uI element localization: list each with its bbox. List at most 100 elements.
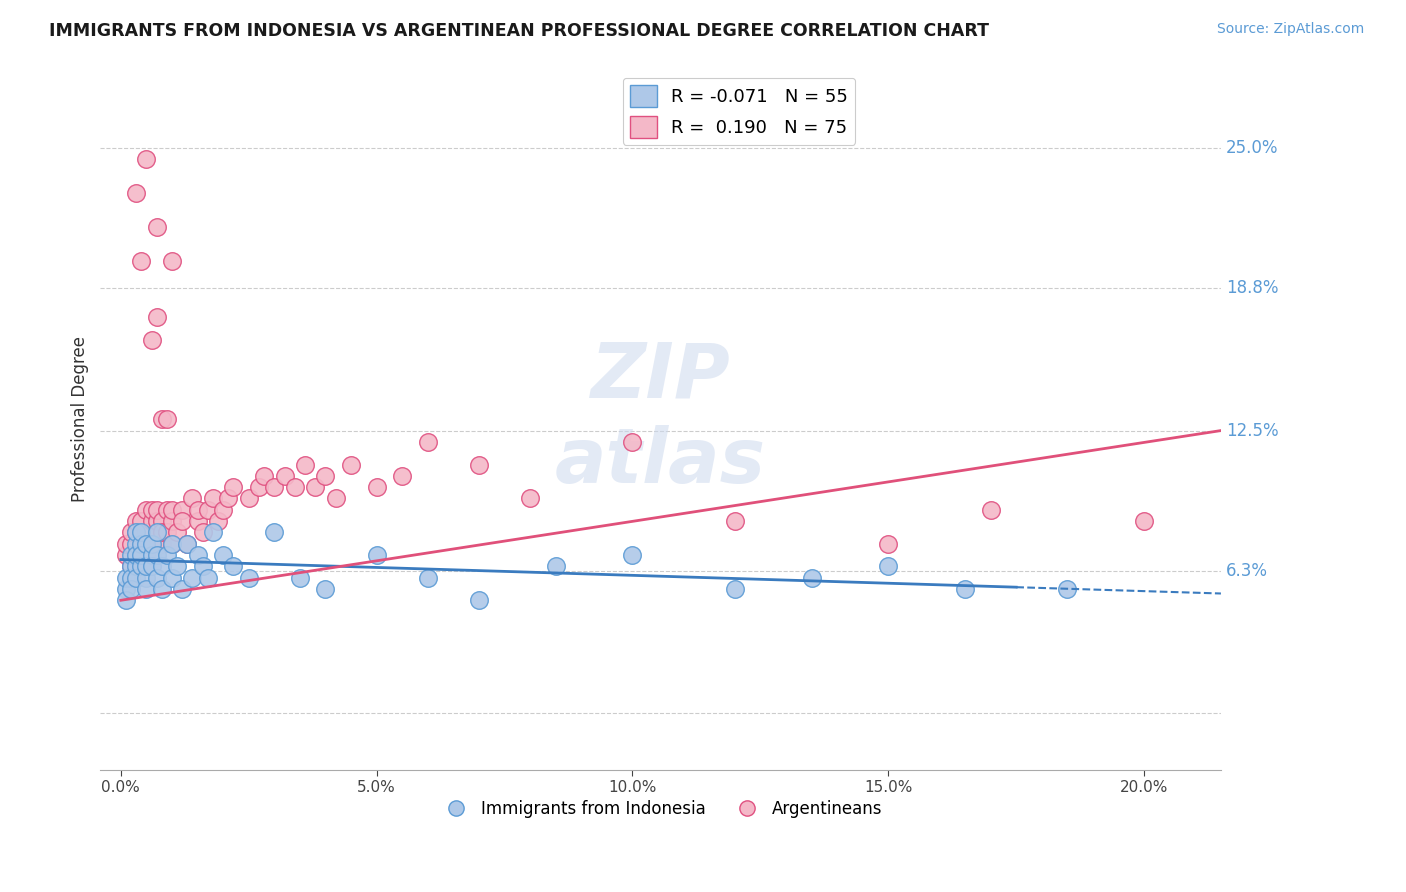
Point [172,514,194,528]
Point [145,310,167,325]
Point [135,548,157,562]
Point [141,537,163,551]
Point [222,480,245,494]
Point [125,548,148,562]
Point [217,491,239,506]
Point [253,468,276,483]
Point [1056,582,1078,596]
Point [120,525,142,540]
Point [135,582,157,596]
Point [187,548,209,562]
Point [284,480,307,494]
Point [145,219,167,234]
Point [212,548,235,562]
Point [135,571,157,585]
Point [150,514,173,528]
Point [115,537,138,551]
Text: Source: ZipAtlas.com: Source: ZipAtlas.com [1216,22,1364,37]
Point [187,502,209,516]
Point [181,491,204,506]
Y-axis label: Professional Degree: Professional Degree [72,336,89,502]
Point [176,537,198,551]
Point [120,548,142,562]
Point [129,548,152,562]
Legend: Immigrants from Indonesia, Argentineans: Immigrants from Indonesia, Argentineans [432,794,889,825]
Point [125,559,148,574]
Point [519,491,541,506]
Point [129,537,152,551]
Point [125,571,148,585]
Point [135,537,157,551]
Point [141,559,163,574]
Point [145,571,167,585]
Point [366,480,388,494]
Point [877,537,900,551]
Point [160,253,183,268]
Point [115,582,138,596]
Point [273,468,295,483]
Point [125,548,148,562]
Point [150,559,173,574]
Point [366,548,388,562]
Point [238,491,260,506]
Point [145,537,167,551]
Point [141,333,163,347]
Point [724,514,747,528]
Point [150,525,173,540]
Point [181,571,204,585]
Point [800,571,823,585]
Point [160,502,183,516]
Point [115,571,138,585]
Point [125,186,148,200]
Point [160,571,183,585]
Point [141,548,163,562]
Point [156,525,179,540]
Point [207,514,229,528]
Text: 25.0%: 25.0% [1226,139,1278,157]
Point [125,525,148,540]
Point [160,537,183,551]
Point [129,525,152,540]
Point [120,559,142,574]
Point [125,514,148,528]
Text: 18.8%: 18.8% [1226,279,1278,297]
Point [120,537,142,551]
Point [172,582,194,596]
Point [391,468,413,483]
Point [980,502,1002,516]
Text: 12.5%: 12.5% [1226,422,1278,440]
Point [953,582,976,596]
Point [150,537,173,551]
Point [145,525,167,540]
Point [238,571,260,585]
Point [416,434,439,449]
Point [197,571,219,585]
Point [115,548,138,562]
Point [145,548,167,562]
Point [621,548,644,562]
Point [150,582,173,596]
Point [468,593,491,607]
Point [125,537,148,551]
Point [314,468,336,483]
Point [197,502,219,516]
Point [141,514,163,528]
Point [191,559,214,574]
Text: ZIP
atlas: ZIP atlas [555,340,766,499]
Point [160,514,183,528]
Point [222,559,245,574]
Point [135,525,157,540]
Point [468,458,491,472]
Point [135,559,157,574]
Point [263,525,285,540]
Point [544,559,567,574]
Point [150,412,173,426]
Point [115,593,138,607]
Point [156,412,179,426]
Point [172,502,194,516]
Point [120,571,142,585]
Point [176,537,198,551]
Point [191,525,214,540]
Point [294,458,316,472]
Point [212,502,235,516]
